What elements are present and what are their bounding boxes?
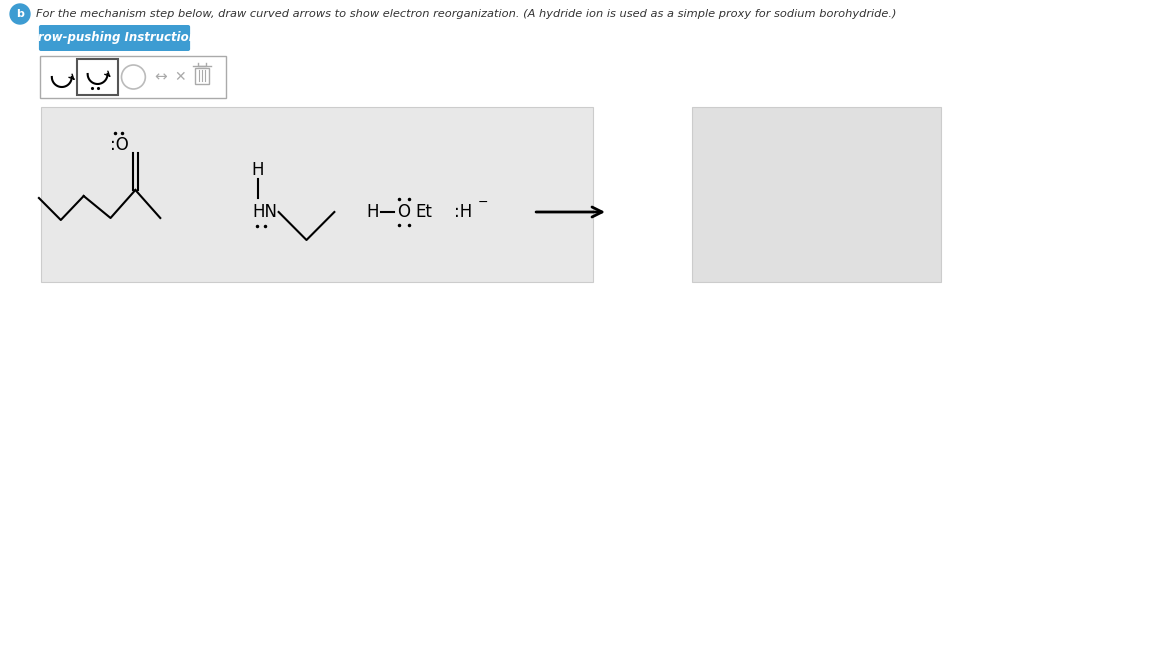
Circle shape	[10, 4, 30, 24]
FancyBboxPatch shape	[692, 107, 941, 282]
Text: HN: HN	[252, 203, 278, 221]
Text: −: −	[478, 196, 488, 209]
Text: H: H	[251, 161, 264, 179]
Text: O: O	[397, 203, 410, 221]
Text: ↔: ↔	[154, 69, 167, 84]
Text: Et: Et	[415, 203, 432, 221]
Text: H: H	[366, 203, 378, 221]
Text: Arrow-pushing Instructions: Arrow-pushing Instructions	[24, 32, 205, 45]
FancyBboxPatch shape	[77, 59, 119, 95]
FancyBboxPatch shape	[39, 25, 190, 51]
Text: :O: :O	[111, 136, 129, 154]
Text: :H: :H	[454, 203, 472, 221]
Text: b: b	[16, 9, 24, 19]
Text: For the mechanism step below, draw curved arrows to show electron reorganization: For the mechanism step below, draw curve…	[36, 9, 896, 19]
FancyBboxPatch shape	[40, 56, 226, 98]
Text: ✕: ✕	[174, 70, 185, 84]
FancyBboxPatch shape	[41, 107, 593, 282]
